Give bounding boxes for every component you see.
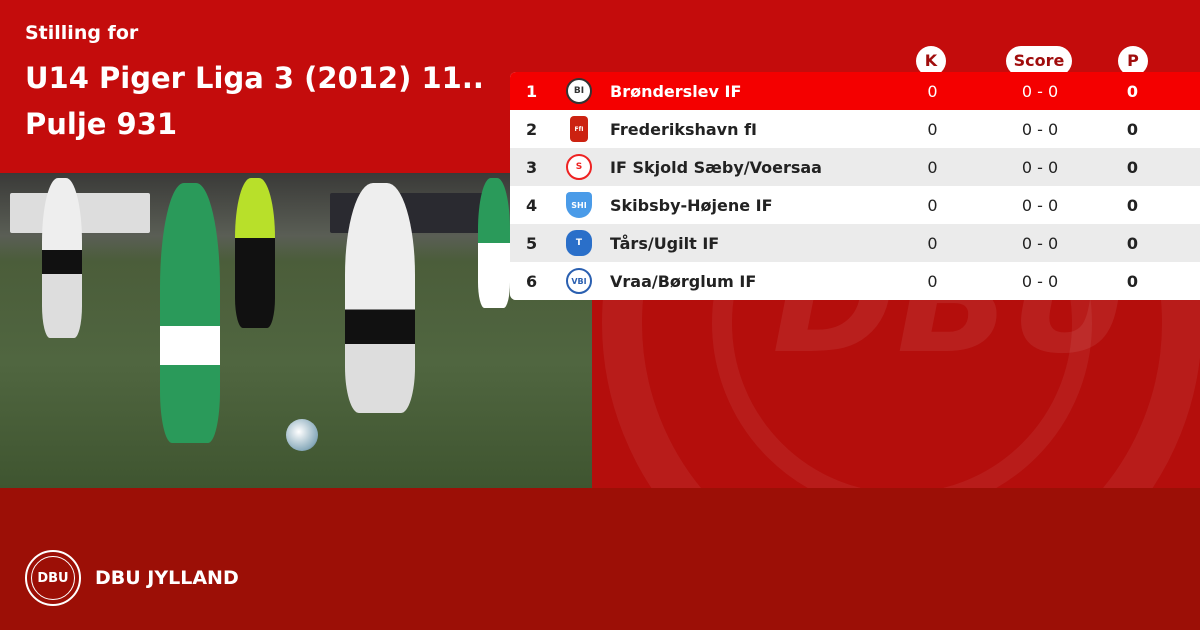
football	[286, 419, 318, 451]
column-header-score: Score	[1006, 46, 1072, 76]
title-line-2: Pulje 931	[25, 107, 178, 141]
points: 0	[1126, 119, 1139, 139]
table-row[interactable]: 1 BI Brønderslev IF 0 0 - 0 0	[510, 72, 1200, 110]
dbu-seal-logo: DBU	[25, 550, 81, 606]
table-row[interactable]: 2 FfI Frederikshavn fI 0 0 - 0 0	[510, 110, 1200, 148]
standings-table: 1 BI Brønderslev IF 0 0 - 0 0 2 FfI Fred…	[510, 72, 1200, 300]
points: 0	[1126, 271, 1139, 291]
score: 0 - 0	[1021, 81, 1059, 101]
position: 3	[526, 157, 538, 177]
points: 0	[1126, 157, 1139, 177]
table-row[interactable]: 6 VBI Vraa/Børglum IF 0 0 - 0 0	[510, 262, 1200, 300]
team-name[interactable]: Skibsby-Højene IF	[610, 195, 773, 215]
matches: 0	[927, 119, 938, 139]
table-row[interactable]: 5 T Tårs/Ugilt IF 0 0 - 0 0	[510, 224, 1200, 262]
table-row[interactable]: 3 S IF Skjold Sæby/Voersaa 0 0 - 0 0	[510, 148, 1200, 186]
score: 0 - 0	[1021, 233, 1059, 253]
player-background	[42, 178, 82, 338]
team-name[interactable]: Brønderslev IF	[610, 81, 742, 101]
team-name[interactable]: Vraa/Børglum IF	[610, 271, 757, 291]
title-line-1: U14 Piger Liga 3 (2012) 11..	[25, 61, 484, 95]
position: 2	[526, 119, 538, 139]
footer	[0, 488, 1200, 630]
team-logo-icon: VBI	[566, 268, 592, 294]
referee	[235, 178, 275, 328]
player-white	[345, 183, 415, 413]
matches: 0	[927, 195, 938, 215]
team-logo-icon: S	[566, 154, 592, 180]
player-background	[478, 178, 510, 308]
position: 6	[526, 271, 538, 291]
points: 0	[1126, 195, 1139, 215]
points: 0	[1126, 81, 1139, 101]
page-title: U14 Piger Liga 3 (2012) 11.. Pulje 931	[25, 55, 505, 147]
team-logo-icon: T	[566, 230, 592, 256]
score: 0 - 0	[1021, 119, 1059, 139]
team-name[interactable]: Frederikshavn fI	[610, 119, 757, 139]
team-name[interactable]: IF Skjold Sæby/Voersaa	[610, 157, 822, 177]
matches: 0	[927, 233, 938, 253]
matches: 0	[927, 81, 938, 101]
score: 0 - 0	[1021, 271, 1059, 291]
team-name[interactable]: Tårs/Ugilt IF	[610, 233, 720, 253]
match-photo	[0, 173, 592, 488]
team-logo-icon: FfI	[570, 116, 588, 142]
team-logo-icon: BI	[566, 78, 592, 104]
score: 0 - 0	[1021, 195, 1059, 215]
position: 4	[526, 195, 538, 215]
player-green	[160, 183, 220, 443]
matches: 0	[927, 157, 938, 177]
points: 0	[1126, 233, 1139, 253]
table-row[interactable]: 4 SHI Skibsby-Højene IF 0 0 - 0 0	[510, 186, 1200, 224]
subtitle: Stilling for	[25, 22, 139, 44]
position: 1	[526, 81, 538, 101]
position: 5	[526, 233, 538, 253]
matches: 0	[927, 271, 938, 291]
brand-name: DBU JYLLAND	[95, 567, 239, 589]
seal-text: DBU	[37, 570, 69, 586]
score: 0 - 0	[1021, 157, 1059, 177]
team-logo-icon: SHI	[566, 192, 592, 218]
column-header-k: K	[916, 46, 946, 76]
column-header-p: P	[1118, 46, 1148, 76]
